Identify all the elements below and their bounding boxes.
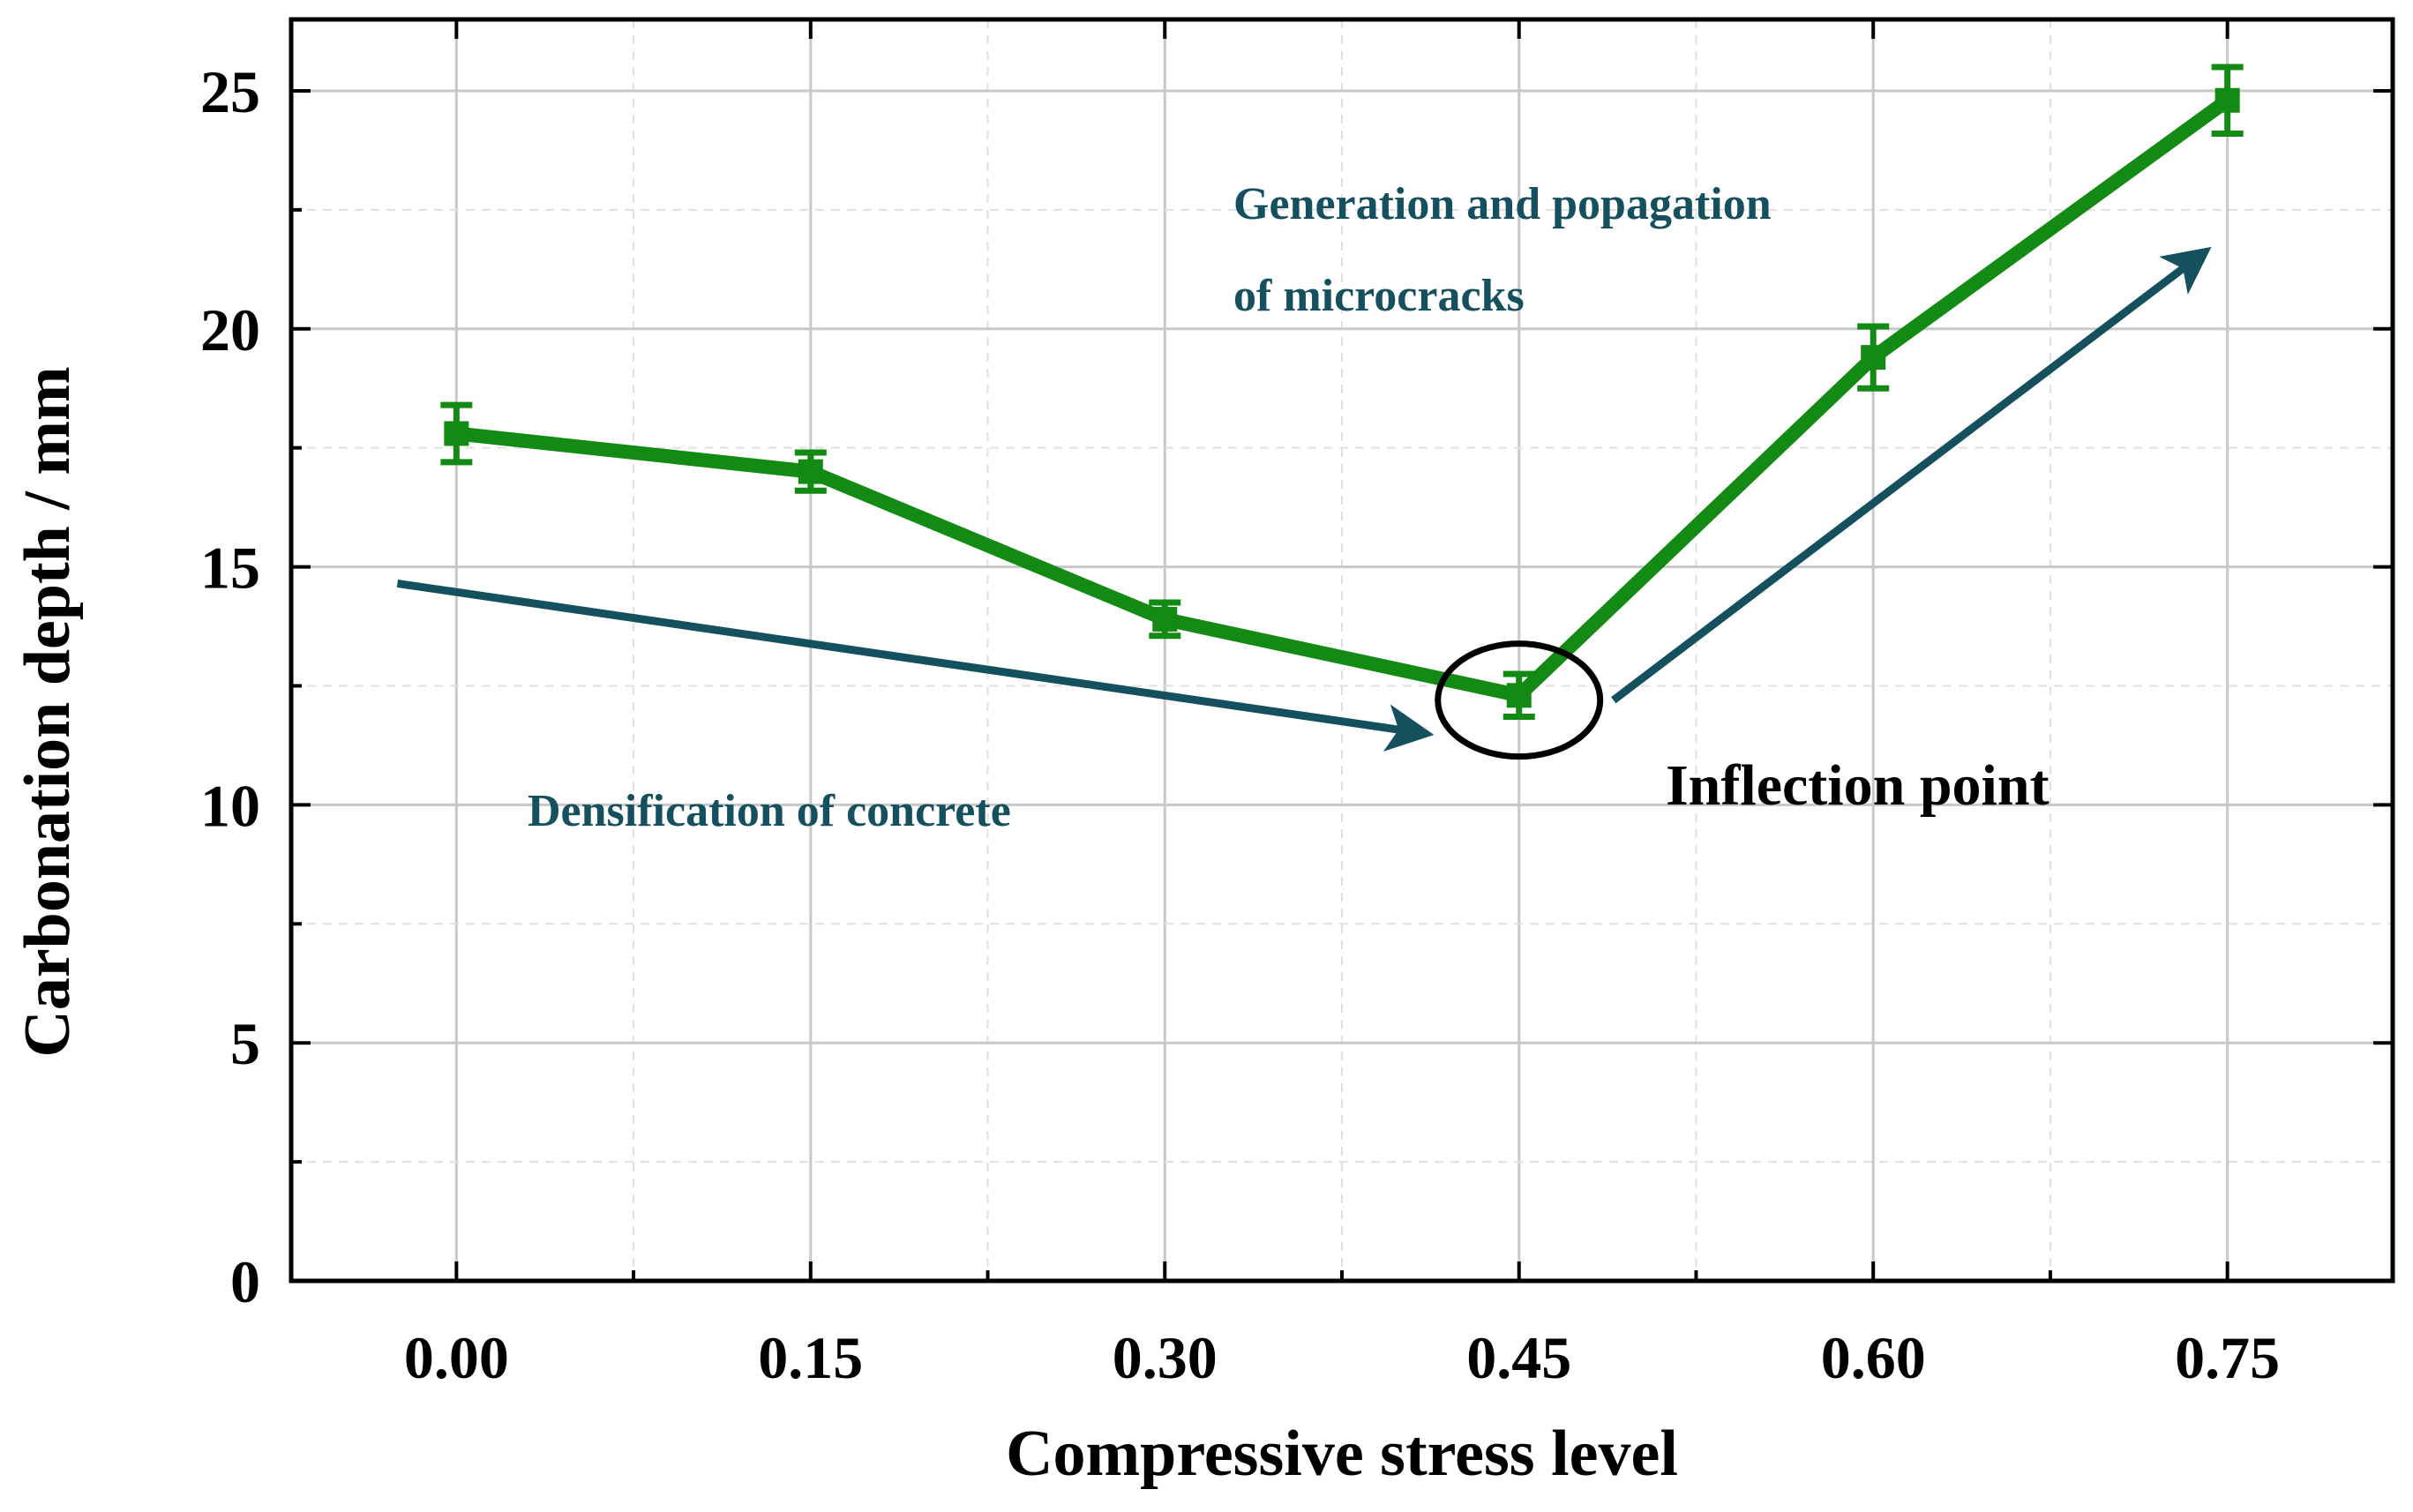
y-tick-label: 10: [200, 772, 260, 839]
data-marker: [1861, 345, 1886, 371]
x-tick-label: 0.45: [1466, 1324, 1571, 1391]
data-point: [1149, 599, 1181, 640]
data-series: [440, 64, 2244, 760]
data-point: [1503, 670, 1535, 721]
data-point: [2211, 64, 2244, 138]
microcrack-arrow: [1611, 246, 2212, 704]
data-point: [794, 449, 827, 494]
y-axis-title: Carbonation depth / mm: [11, 366, 84, 1057]
x-tick-label: 0.30: [1113, 1324, 1218, 1391]
data-marker: [1152, 606, 1178, 632]
x-tick-label: 0.15: [758, 1324, 863, 1391]
data-marker: [798, 459, 823, 484]
microcrack-annotation-line2: of microcracks: [1233, 271, 1525, 321]
densification-arrow: [396, 580, 1435, 752]
x-tick-label: 0.60: [1821, 1324, 1926, 1391]
trend-arrows: [396, 246, 2212, 752]
densification-annotation: Densification of concrete: [528, 786, 1011, 836]
grid: [291, 19, 2393, 1281]
axes: 0.00 0.15 0.30 0.45 0.60 0.75 0 5 10 15 20 25: [200, 17, 2395, 1391]
data-marker: [2214, 87, 2240, 113]
y-tick-label: 15: [200, 535, 260, 602]
series-line: [455, 94, 2232, 703]
y-tick-label: 20: [200, 296, 260, 363]
data-point: [440, 401, 473, 466]
y-tick-label: 0: [230, 1248, 260, 1315]
data-marker: [1506, 683, 1532, 708]
y-tick-label: 5: [230, 1010, 260, 1077]
x-tick-label: 0.75: [2175, 1324, 2280, 1391]
x-tick-label: 0.00: [404, 1324, 509, 1391]
data-marker: [444, 421, 469, 446]
labels: Compressive stress level Carbonation dep…: [11, 179, 2050, 1490]
x-axis-title: Compressive stress level: [1006, 1418, 1678, 1490]
inflection-circle: [1435, 640, 1604, 760]
data-point: [1857, 323, 1890, 392]
microcrack-annotation-line1: Generation and popagation: [1233, 179, 1772, 229]
y-tick-label: 25: [200, 58, 260, 125]
inflection-point-annotation: Inflection point: [1666, 753, 2050, 818]
